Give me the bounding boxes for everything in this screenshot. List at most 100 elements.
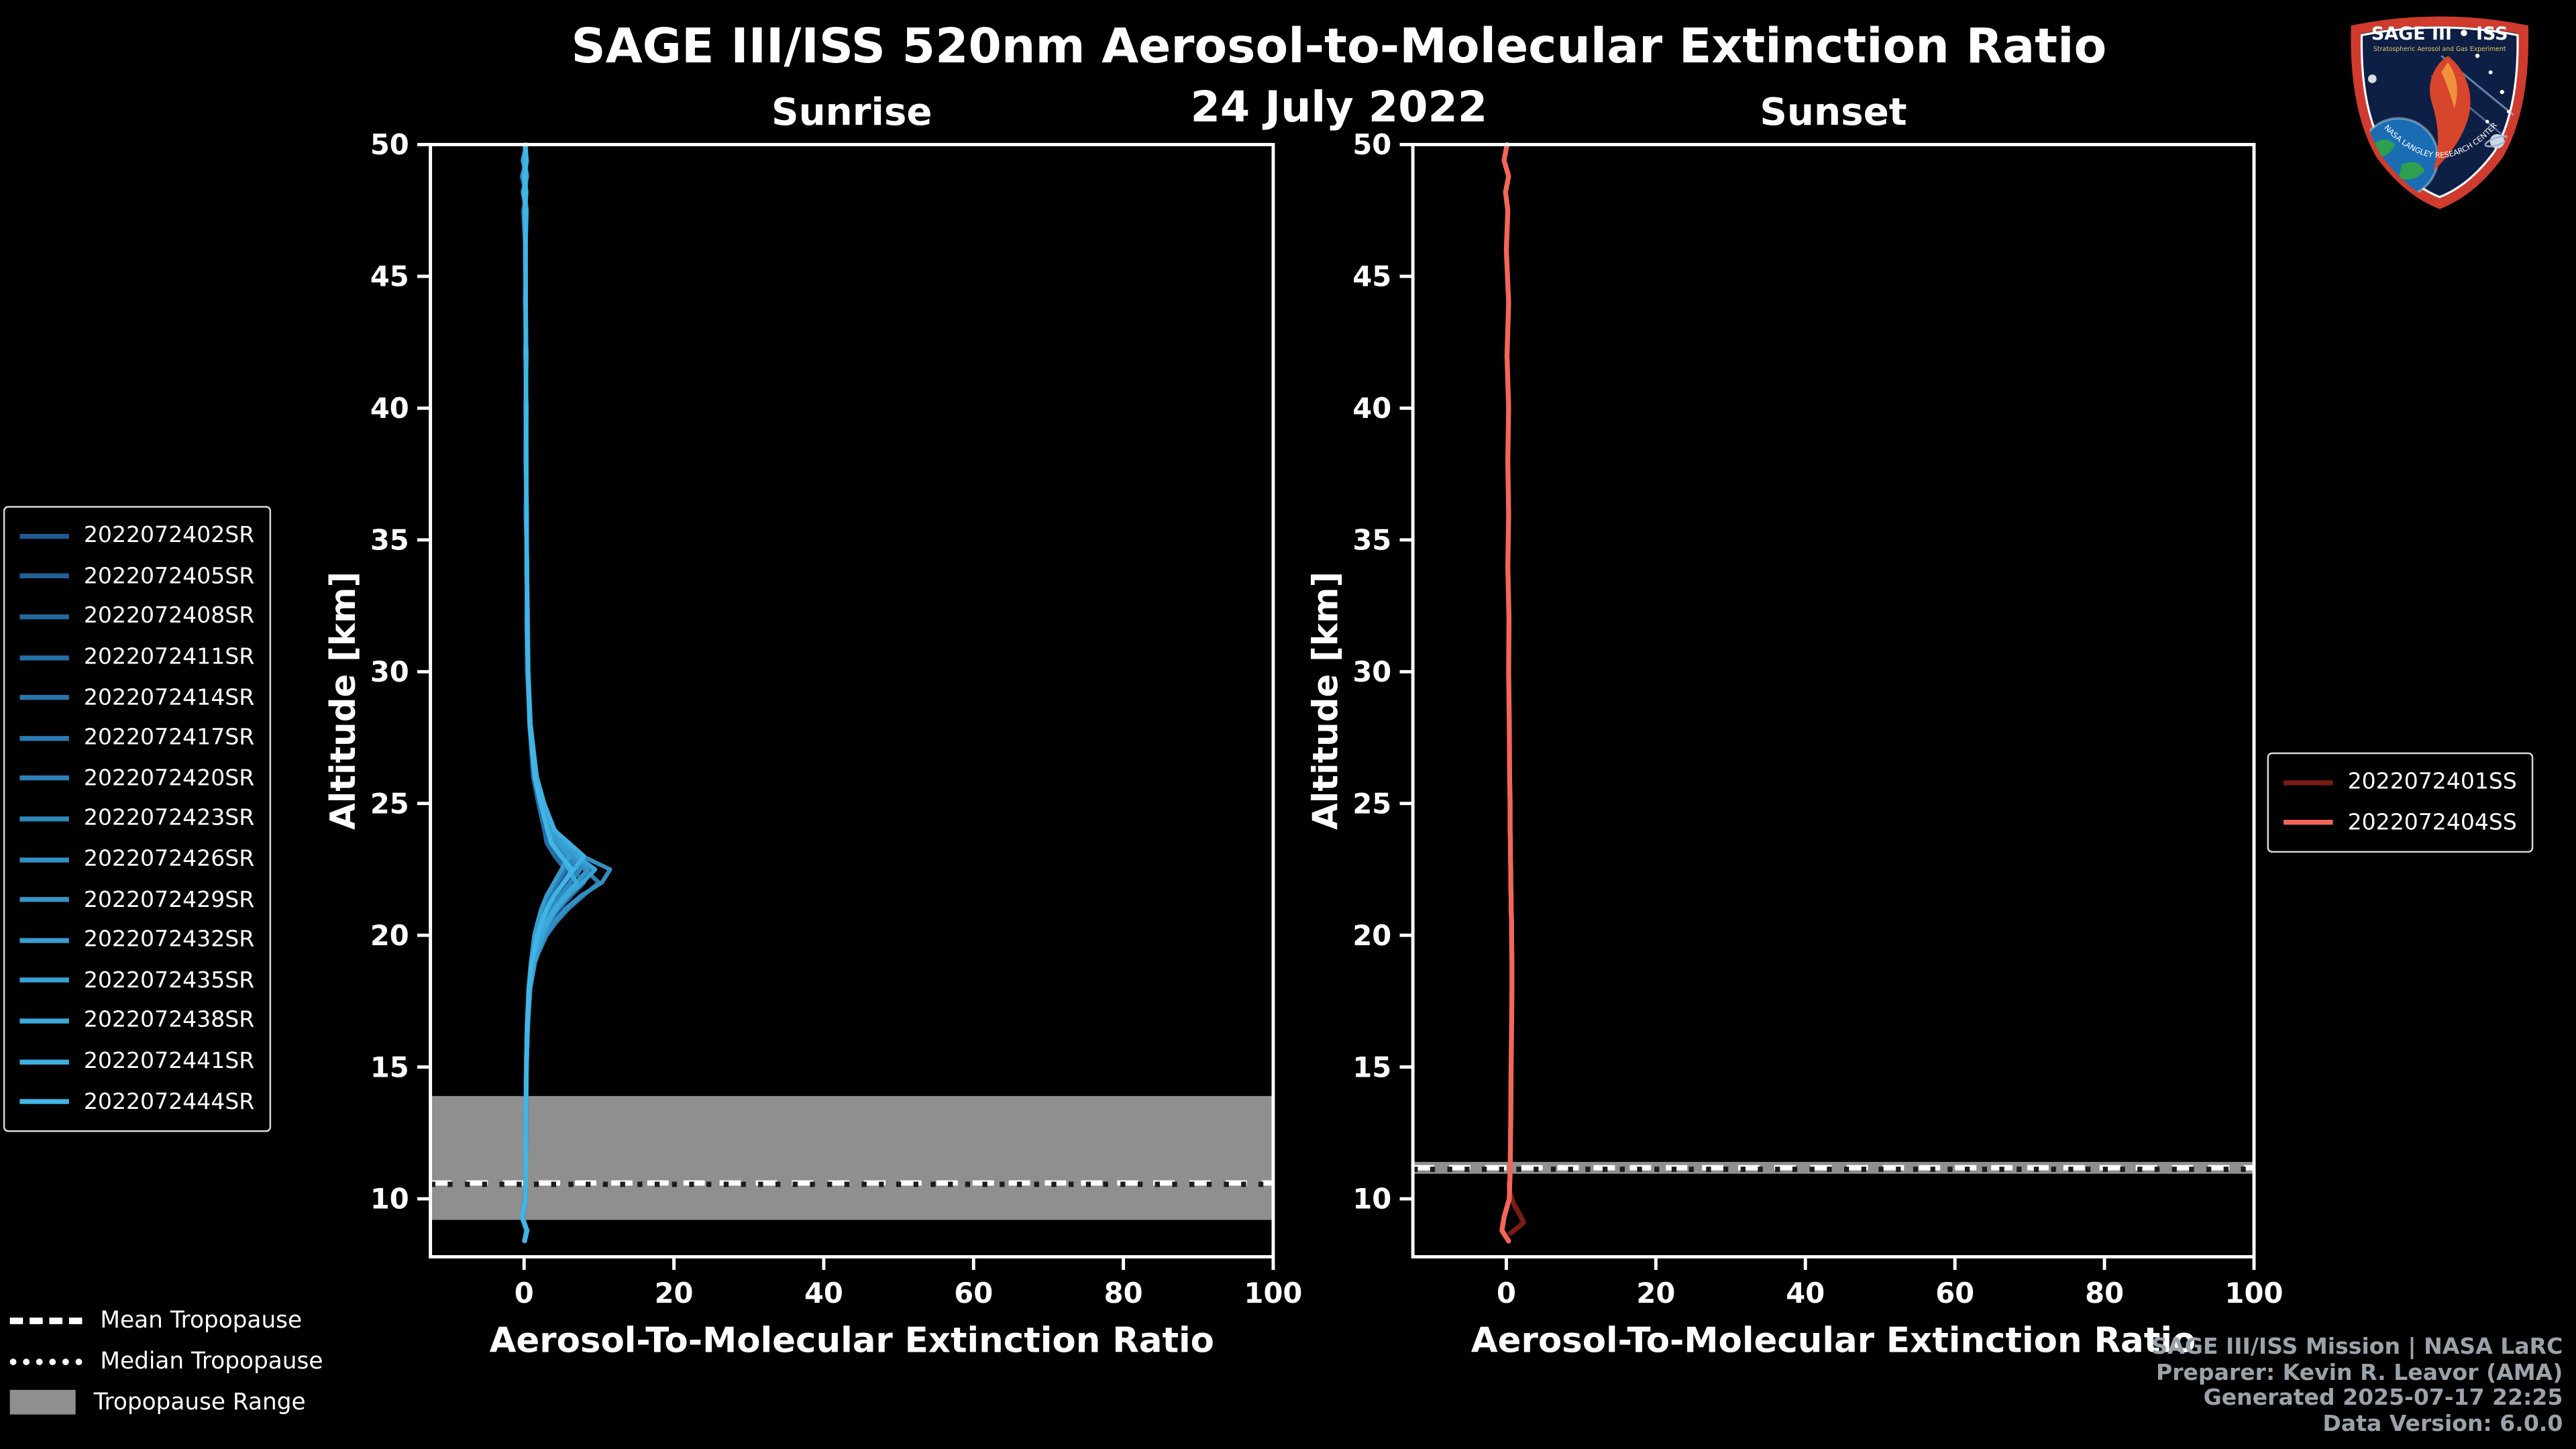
legend-line-swatch (19, 1099, 69, 1104)
legend-line-swatch (19, 1059, 69, 1064)
sage-iii-iss-mission-patch: SAGE III • ISS Stratospheric Aerosol and… (2351, 16, 2529, 209)
y-tick-label: 50 (1352, 128, 1391, 161)
plot-border (1411, 143, 2256, 1258)
plot-border (429, 143, 1275, 1258)
legend-item: 2022072405SR (19, 556, 254, 596)
tropopause-legend-item: Tropopause Range (9, 1382, 323, 1423)
legend-item: 2022072404SS (2284, 803, 2517, 843)
x-tick-label: 100 (2225, 1277, 2284, 1309)
legend-item: 2022072414SR (19, 678, 254, 718)
figure-title: SAGE III/ISS 520nm Aerosol-to-Molecular … (571, 17, 2107, 74)
legend-item: 2022072441SR (19, 1041, 254, 1081)
legend-line-swatch (19, 897, 69, 902)
profile-2022072429SR (520, 142, 590, 1244)
credit-data-version: Data Version: 6.0.0 (2322, 1410, 2563, 1437)
credits-block: SAGE III/ISS Mission | NASA LaRC Prepare… (2151, 1334, 2563, 1438)
legend-line-swatch (19, 614, 69, 620)
x-tick-label: 100 (1244, 1277, 1303, 1309)
x-tick-label: 20 (655, 1277, 694, 1309)
x-tick-label: 80 (2085, 1277, 2124, 1309)
legend-item: 2022072435SR (19, 961, 254, 1001)
tropopause-legend: Mean Tropopause Median Tropopause Tropopau… (9, 1299, 323, 1423)
legend-item: 2022072444SR (19, 1081, 254, 1122)
tropopause-legend-item: Median Tropopause (9, 1340, 323, 1381)
x-tick-label: 0 (515, 1277, 534, 1309)
credit-mission: SAGE III/ISS Mission | NASA LaRC (2151, 1334, 2563, 1360)
profile-2022072444SR (519, 142, 575, 1244)
figure-date: 24 July 2022 (1190, 83, 1488, 133)
y-tick-label: 45 (370, 260, 409, 293)
legend-line-swatch (19, 695, 69, 700)
legend-item-label: 2022072441SR (83, 1048, 255, 1075)
tropopause-range-band (430, 1095, 1273, 1220)
legend-item-label: 2022072420SR (83, 765, 255, 792)
y-tick-label: 35 (370, 524, 409, 557)
y-tick-label: 15 (370, 1051, 409, 1083)
legend-line-swatch (19, 937, 69, 943)
profile-2022072414SR (520, 142, 594, 1244)
legend-line-swatch (19, 655, 69, 660)
panel-sunset: 0 20 40 60 80 100 10 15 20 25 30 35 40 45 50 Sunset Aero… (1305, 91, 2283, 1360)
legend-item-label: 2022072405SR (83, 563, 255, 590)
legend-item: 2022072429SR (19, 879, 254, 920)
y-tick-label: 20 (370, 919, 409, 952)
legend-item: 2022072408SR (19, 596, 254, 637)
y-tick-label: 35 (1352, 524, 1391, 557)
y-tick-label: 45 (1352, 260, 1391, 293)
profile-2022072441SR (520, 142, 586, 1244)
legend-line-swatch (19, 533, 69, 539)
sunset-legend: 2022072401SS 2022072404SS (2267, 752, 2534, 853)
legend-line-swatch (19, 735, 69, 741)
y-tick-label: 15 (1352, 1051, 1391, 1083)
x-tick-label: 20 (1636, 1277, 1675, 1309)
x-axis-label: Aerosol-To-Molecular Extinction Ratio (490, 1321, 1214, 1361)
x-tick-label: 40 (804, 1277, 843, 1309)
y-axis-label: Altitude [km] (323, 572, 364, 830)
credit-generated: Generated 2025-07-17 22:25 (2203, 1385, 2563, 1411)
legend-item-label: 2022072429SR (83, 886, 255, 913)
legend-line-swatch (19, 977, 69, 983)
legend-item-label: 2022072402SR (83, 523, 255, 549)
profile-2022072404SS (1499, 142, 1515, 1244)
dashed-swatch (9, 1316, 83, 1324)
planet (2489, 133, 2505, 149)
legend-item-label: 2022072411SR (83, 644, 255, 671)
legend-line-swatch (2284, 780, 2333, 786)
profile-2022072408SR (520, 142, 586, 1244)
y-tick-label: 10 (370, 1183, 409, 1216)
x-tick-label: 40 (1786, 1277, 1825, 1309)
legend-item: 2022072401SS (2284, 762, 2517, 802)
legend-item-label: 2022072404SS (2347, 810, 2517, 837)
legend-item-label: 2022072444SR (83, 1088, 255, 1115)
legend-line-swatch (19, 816, 69, 822)
patch-swatch (9, 1389, 76, 1415)
y-tick-label: 25 (1352, 787, 1391, 820)
x-axis-label: Aerosol-To-Molecular Extinction Ratio (1471, 1321, 2196, 1361)
legend-item-label: 2022072423SR (83, 806, 255, 833)
legend-item-label: 2022072435SR (83, 967, 255, 994)
legend-line-swatch (19, 775, 69, 782)
y-tick-label: 10 (1352, 1183, 1391, 1216)
moon (2367, 74, 2377, 83)
profile-2022072420SR (520, 142, 601, 1244)
sunrise-legend: 2022072402SR 2022072405SR 2022072408SR 2022… (3, 506, 271, 1132)
y-tick-label: 40 (1352, 392, 1391, 425)
legend-line-swatch (19, 857, 69, 862)
profile-2022072426SR (520, 142, 612, 1244)
legend-item: 2022072438SR (19, 1001, 254, 1041)
y-tick-label: 20 (1352, 919, 1391, 952)
legend-line-swatch (19, 574, 69, 579)
dotted-swatch (9, 1358, 83, 1364)
y-tick-label: 50 (370, 128, 409, 161)
profile-2022072435SR (520, 142, 598, 1244)
tropopause-legend-label: Tropopause Range (93, 1389, 306, 1415)
y-tick-label: 30 (370, 655, 409, 688)
legend-item: 2022072426SR (19, 839, 254, 879)
legend-item-label: 2022072438SR (83, 1008, 255, 1034)
legend-line-swatch (19, 1018, 69, 1024)
x-tick-label: 60 (954, 1277, 993, 1309)
legend-item: 2022072417SR (19, 718, 254, 758)
x-tick-label: 80 (1104, 1277, 1143, 1309)
panel-title-sunrise: Sunrise (771, 91, 932, 134)
